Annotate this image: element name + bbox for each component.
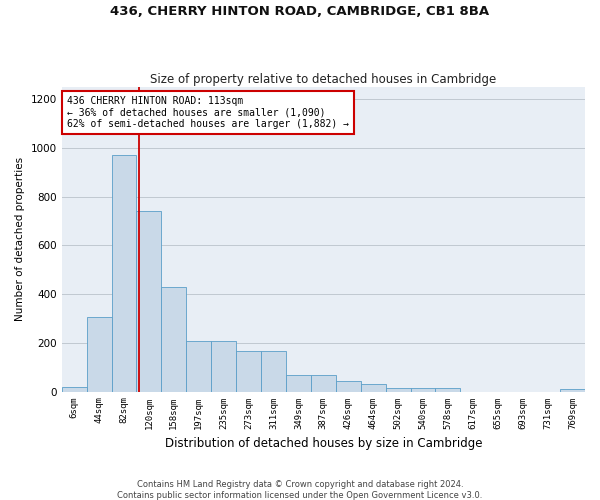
- Bar: [386, 388, 410, 392]
- X-axis label: Distribution of detached houses by size in Cambridge: Distribution of detached houses by size …: [164, 437, 482, 450]
- Bar: [211, 341, 236, 392]
- Bar: [161, 287, 186, 392]
- Bar: [261, 352, 286, 392]
- Bar: [62, 386, 86, 392]
- Text: 436 CHERRY HINTON ROAD: 113sqm
← 36% of detached houses are smaller (1,090)
62% : 436 CHERRY HINTON ROAD: 113sqm ← 36% of …: [67, 96, 349, 130]
- Bar: [560, 389, 585, 392]
- Bar: [361, 384, 386, 392]
- Title: Size of property relative to detached houses in Cambridge: Size of property relative to detached ho…: [150, 73, 496, 86]
- Bar: [410, 388, 436, 392]
- Text: Contains HM Land Registry data © Crown copyright and database right 2024.
Contai: Contains HM Land Registry data © Crown c…: [118, 480, 482, 500]
- Bar: [136, 212, 161, 392]
- Y-axis label: Number of detached properties: Number of detached properties: [15, 158, 25, 322]
- Bar: [86, 318, 112, 392]
- Bar: [311, 375, 336, 392]
- Text: 436, CHERRY HINTON ROAD, CAMBRIDGE, CB1 8BA: 436, CHERRY HINTON ROAD, CAMBRIDGE, CB1 …: [110, 5, 490, 18]
- Bar: [112, 156, 136, 392]
- Bar: [286, 374, 311, 392]
- Bar: [236, 352, 261, 392]
- Bar: [336, 382, 361, 392]
- Bar: [186, 341, 211, 392]
- Bar: [436, 388, 460, 392]
